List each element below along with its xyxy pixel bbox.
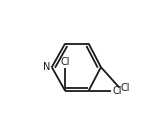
- Text: Cl: Cl: [112, 86, 122, 96]
- Text: N: N: [43, 62, 51, 72]
- Text: Cl: Cl: [60, 57, 70, 67]
- Text: Cl: Cl: [120, 83, 130, 93]
